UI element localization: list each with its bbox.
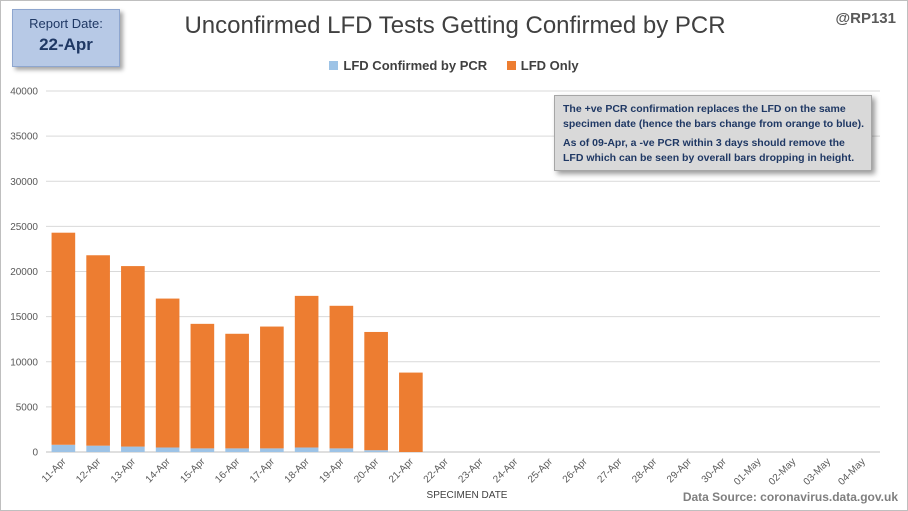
- legend-item-lfd-only: LFD Only: [506, 58, 579, 73]
- chart-legend: LFD Confirmed by PCR LFD Only: [0, 58, 908, 73]
- y-tick-label: 0: [32, 448, 38, 459]
- bar-lfd-only: [51, 232, 76, 445]
- x-tick-label: 14-Apr: [144, 456, 173, 485]
- legend-item-confirmed: LFD Confirmed by PCR: [329, 58, 487, 73]
- x-tick-label: 02-May: [767, 456, 798, 487]
- x-tick-label: 13-Apr: [109, 456, 138, 485]
- bar-confirmed: [86, 445, 110, 452]
- x-tick-label: 28-Apr: [630, 456, 659, 485]
- x-tick-label: 03-May: [802, 456, 833, 487]
- bar-confirmed: [260, 448, 284, 452]
- x-tick-label: 29-Apr: [665, 456, 694, 485]
- bar-confirmed: [51, 444, 76, 452]
- bar-lfd-only: [225, 333, 249, 449]
- bar-lfd-only: [86, 255, 110, 446]
- author-handle: @RP131: [835, 10, 897, 27]
- y-tick-label: 35000: [10, 132, 38, 143]
- y-tick-label: 20000: [10, 267, 38, 278]
- annotation-line-1: The +ve PCR confirmation replaces the LF…: [563, 103, 865, 130]
- y-tick-label: 15000: [10, 312, 38, 323]
- annotation-line-2: As of 09-Apr, a -ve PCR within 3 days sh…: [563, 137, 855, 164]
- x-tick-label: 04-May: [836, 456, 867, 487]
- x-tick-label: 23-Apr: [456, 456, 485, 485]
- y-tick-label: 25000: [10, 222, 38, 233]
- bar-confirmed: [225, 448, 249, 452]
- report-date-box: Report Date: 22-Apr: [12, 9, 120, 67]
- x-tick-label: 11-Apr: [40, 456, 69, 485]
- legend-swatch-lfd-only: [506, 61, 516, 70]
- x-tick-label: 01-May: [732, 456, 763, 487]
- chart-title: Unconfirmed LFD Tests Getting Confirmed …: [184, 12, 726, 39]
- x-tick-label: 19-Apr: [317, 456, 346, 485]
- bar-lfd-only: [121, 266, 145, 447]
- x-tick-label: 18-Apr: [283, 456, 312, 485]
- x-tick-label: 27-Apr: [595, 456, 624, 485]
- bar-lfd-only: [294, 295, 319, 448]
- bar-confirmed: [364, 450, 388, 452]
- bar-lfd-only: [364, 331, 388, 451]
- report-date-value: 22-Apr: [39, 35, 93, 54]
- y-tick-label: 40000: [10, 87, 38, 98]
- x-tick-label: 24-Apr: [491, 456, 520, 485]
- legend-swatch-confirmed: [329, 61, 339, 70]
- y-tick-label: 5000: [16, 402, 39, 413]
- legend-label-confirmed: LFD Confirmed by PCR: [343, 58, 488, 73]
- bar-confirmed: [294, 447, 319, 452]
- y-tick-label: 10000: [10, 357, 38, 368]
- x-tick-label: 25-Apr: [526, 456, 555, 485]
- bar-confirmed: [121, 446, 145, 452]
- x-tick-label: 26-Apr: [561, 456, 590, 485]
- bar-confirmed: [155, 447, 180, 452]
- bar-lfd-only: [190, 323, 215, 449]
- bar-lfd-only: [329, 305, 354, 449]
- data-source: Data Source: coronavirus.data.gov.uk: [682, 490, 898, 504]
- x-tick-label: 21-Apr: [387, 456, 416, 485]
- x-tick-label: 12-Apr: [74, 456, 103, 485]
- x-axis-title: SPECIMEN DATE: [427, 490, 508, 501]
- bar-lfd-only: [399, 372, 423, 452]
- x-tick-label: 15-Apr: [178, 456, 207, 485]
- y-tick-label: 30000: [10, 177, 38, 188]
- x-tick-label: 16-Apr: [213, 456, 242, 485]
- bar-confirmed: [329, 448, 354, 452]
- legend-label-lfd-only: LFD Only: [520, 58, 579, 73]
- x-tick-label: 20-Apr: [352, 456, 381, 485]
- bar-lfd-only: [155, 298, 180, 448]
- bar-confirmed: [190, 448, 215, 452]
- annotation-box: The +ve PCR confirmation replaces the LF…: [554, 95, 872, 171]
- report-date-label: Report Date:: [29, 16, 103, 31]
- x-tick-label: 17-Apr: [248, 456, 277, 485]
- x-tick-label: 22-Apr: [422, 456, 451, 485]
- bar-lfd-only: [260, 326, 284, 449]
- x-tick-label: 30-Apr: [700, 456, 729, 485]
